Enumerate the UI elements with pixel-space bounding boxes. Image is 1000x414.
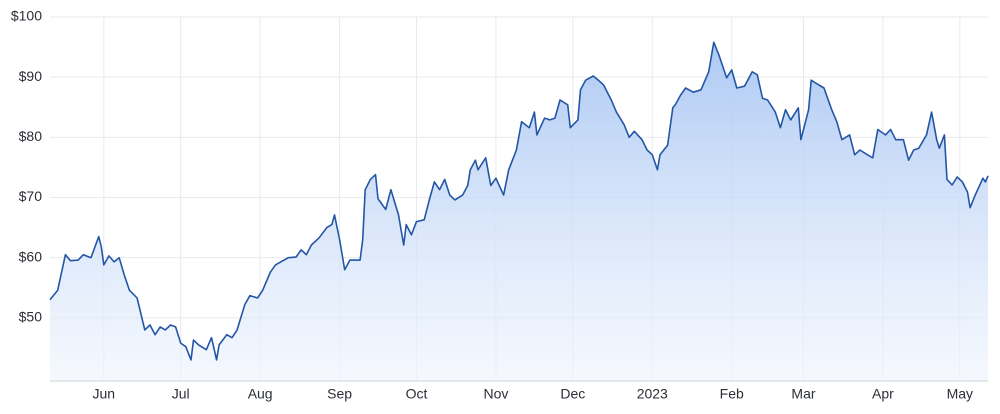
x-tick-label: Jul <box>172 386 190 402</box>
x-tick-label: Mar <box>791 386 815 402</box>
y-tick-label: $100 <box>11 8 42 24</box>
y-tick-label: $80 <box>19 128 43 144</box>
x-tick-label: Sep <box>327 386 352 402</box>
y-tick-label: $90 <box>19 68 43 84</box>
x-tick-label: Dec <box>560 386 585 402</box>
area-fill <box>50 42 988 382</box>
x-tick-label: Feb <box>720 386 744 402</box>
x-tick-label: Oct <box>406 386 428 402</box>
y-tick-label: $70 <box>19 188 43 204</box>
y-tick-label: $60 <box>19 248 43 264</box>
x-tick-label: Jun <box>93 386 116 402</box>
price-line <box>49 41 989 361</box>
x-tick-label: Apr <box>872 386 894 402</box>
y-tick-label: $50 <box>19 309 43 325</box>
x-tick-label: Nov <box>483 386 508 402</box>
x-tick-label: Aug <box>248 386 273 402</box>
x-tick-label: May <box>947 386 973 402</box>
x-tick-label: 2023 <box>637 386 668 402</box>
